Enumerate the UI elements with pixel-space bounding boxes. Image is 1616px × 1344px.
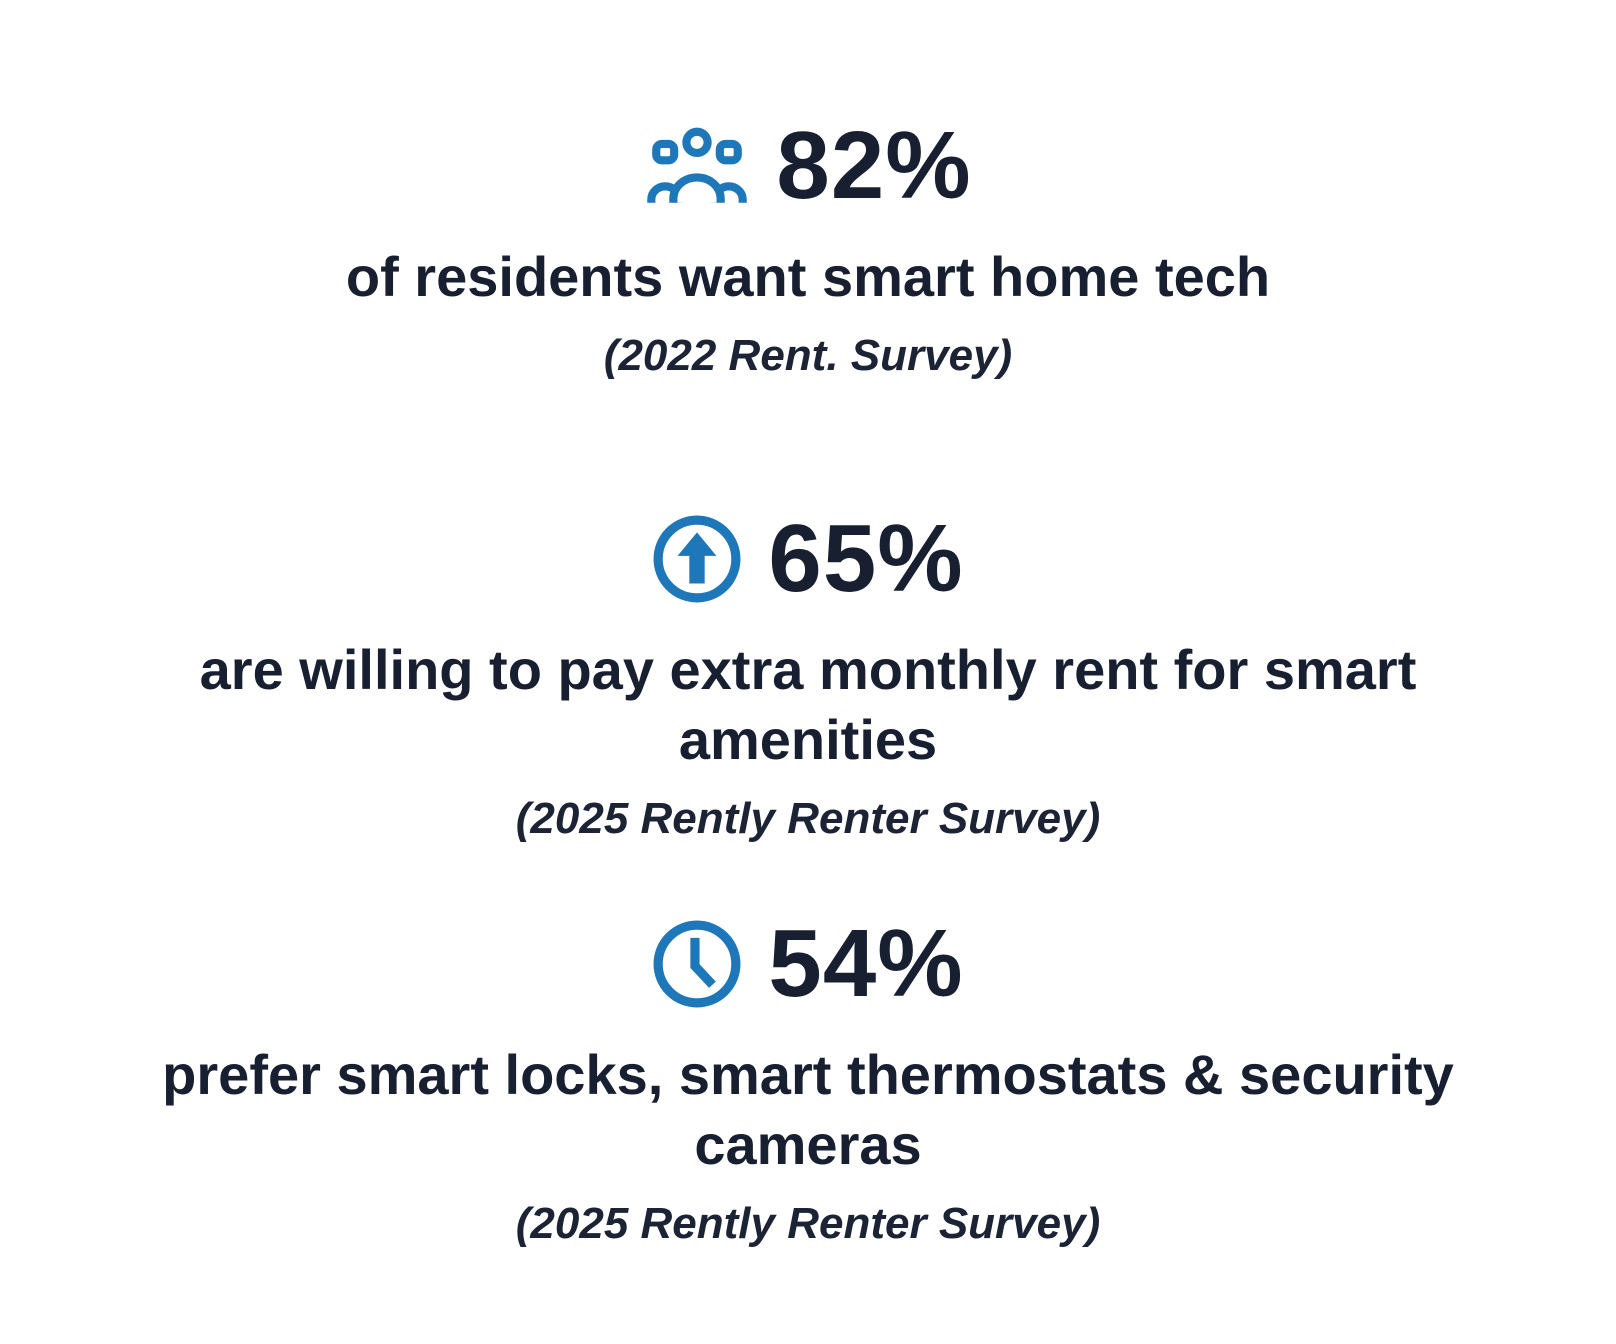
arrow-up-circle-icon <box>652 514 742 604</box>
stat-header: 65% <box>652 511 963 607</box>
clock-icon <box>652 919 742 1009</box>
stat-header: 82% <box>644 118 971 214</box>
stat-section-preferred-devices: 54% prefer smart locks, smart thermostat… <box>158 916 1458 1251</box>
stat-value: 65% <box>768 505 964 612</box>
stat-source: (2022 Rent. Survey) <box>603 331 1013 380</box>
stat-header: 54% <box>652 916 963 1012</box>
stat-section-pay-extra-rent: 65% are willing to pay extra monthly ren… <box>158 511 1458 846</box>
people-group-icon <box>644 124 750 208</box>
stat-description: of residents want smart home tech <box>345 245 1271 308</box>
stat-value: 54% <box>768 910 964 1017</box>
stat-value: 82% <box>776 112 972 219</box>
stat-source: (2025 Rently Renter Survey) <box>515 1199 1101 1248</box>
stat-description: prefer smart locks, smart thermostats & … <box>162 1043 1454 1176</box>
stat-source: (2025 Rently Renter Survey) <box>515 794 1101 843</box>
stat-description: are willing to pay extra monthly rent fo… <box>199 638 1417 771</box>
stat-section-residents-want-tech: 82% of residents want smart home tech (2… <box>346 118 1270 383</box>
